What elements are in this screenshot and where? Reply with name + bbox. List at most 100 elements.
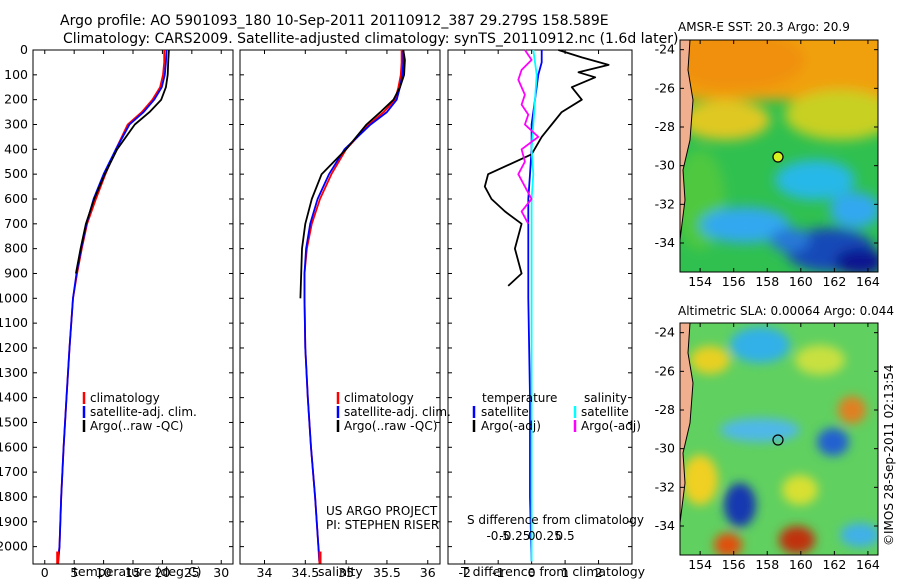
x-tick-label: -2 — [458, 565, 470, 580]
float-marker — [772, 434, 784, 446]
legend-label-s-satellite: satellite — [581, 405, 629, 419]
figure-subtitle: Climatology: CARS2009. Satellite-adjuste… — [63, 31, 678, 47]
lat-tick-label: -26 — [655, 363, 675, 378]
lon-tick-label: 164 — [856, 557, 880, 572]
lon-tick-label: 156 — [722, 274, 746, 289]
depth-tick-label: 1600 — [0, 439, 28, 454]
legend-label-t-satellite: satellite — [481, 405, 529, 419]
sla-map-axes: -24 -26 -28 -30 -32 -34 154 156 158 160 162 164 — [655, 323, 880, 572]
salinity-panel — [239, 49, 441, 565]
temperature-xlabel: temperature (deg C) — [73, 564, 202, 579]
sla-map-title: Altimetric SLA: 0.00064 Argo: 0.044 — [678, 304, 894, 318]
lat-tick-label: -26 — [655, 80, 675, 95]
x-tick-label: -1 — [492, 565, 504, 580]
depth-tick-label: 1400 — [0, 390, 28, 405]
temperature-plot: 0 5 10 15 20 25 30 — [41, 49, 229, 580]
depth-tick-label: 1200 — [0, 340, 28, 355]
depth-tick-label: 300 — [4, 116, 28, 131]
x-tick-label: 5 — [70, 565, 78, 580]
lon-tick-label: 160 — [789, 274, 813, 289]
x-tick-label: 1 — [561, 565, 569, 580]
climatology-end-marker — [56, 551, 60, 564]
x-tick-label: 20 — [154, 565, 170, 580]
depth-tick-label: 700 — [4, 216, 28, 231]
lat-tick-label: -28 — [655, 119, 675, 134]
lat-tick-label: -28 — [655, 402, 675, 417]
x-tick-label: 10 — [96, 565, 112, 580]
legend-label-climatology: climatology — [344, 391, 414, 405]
lat-tick-label: -30 — [655, 158, 675, 173]
x-tick-label: 15 — [125, 565, 141, 580]
x-tick-label: 30 — [213, 565, 229, 580]
lon-tick-label: 156 — [722, 557, 746, 572]
legend-label-satellite: satellite-adj. clim. — [90, 405, 197, 419]
sla-map-frame — [679, 322, 879, 556]
lon-tick-label: 158 — [755, 557, 779, 572]
salinity-legend: climatology satellite-adj. clim. Argo(..… — [336, 391, 451, 433]
lon-tick-label: 162 — [822, 557, 846, 572]
depth-tick-label: 1100 — [0, 315, 28, 330]
lon-tick-label: 164 — [856, 274, 880, 289]
depth-tick-label: 1500 — [0, 414, 28, 429]
lat-tick-label: -24 — [655, 325, 675, 340]
x-tick-label: 25 — [184, 565, 200, 580]
series-line-argo-raw-qc- — [299, 49, 406, 299]
depth-tick-label: 900 — [4, 265, 28, 280]
depth-tick-label: 500 — [4, 166, 28, 181]
x-tick-label: 0 — [528, 565, 536, 580]
s-tick-label: 0.25 — [535, 529, 562, 543]
depth-axis: 0 100 200 300 400 500 600 700 800 900 1000 1100 1200… — [0, 42, 632, 554]
s-difference-label: S difference from climatology — [467, 513, 644, 527]
series-line-salinity-argo-adj- — [517, 49, 540, 225]
legend-header-salinity: salinity — [584, 391, 627, 405]
sst-map-title: AMSR-E SST: 20.3 Argo: 20.9 — [678, 20, 850, 34]
legend-label-argo: Argo(..raw -QC) — [90, 419, 183, 433]
x-tick-label: 35.5 — [373, 565, 401, 580]
difference-plot: -2 -1 0 1 2 — [458, 49, 610, 580]
temperature-panel — [32, 49, 234, 565]
series-line-temperature-argo-adj- — [483, 49, 610, 287]
difference-panel — [447, 49, 633, 565]
x-tick-label: 35 — [338, 565, 354, 580]
figure-title: Argo profile: AO 5901093_180 10-Sep-2011… — [60, 13, 609, 29]
s-tick-label: -0.25 — [499, 529, 530, 543]
salinity-xlabel: salinity — [318, 564, 363, 579]
lat-tick-label: -32 — [655, 196, 675, 211]
depth-tick-label: 800 — [4, 241, 28, 256]
lat-tick-label: -30 — [655, 441, 675, 456]
depth-tick-label: 1900 — [0, 514, 28, 529]
climatology-end-marker — [318, 551, 322, 564]
project-annotation: US ARGO PROJECT — [326, 504, 438, 518]
depth-tick-label: 1300 — [0, 365, 28, 380]
sst-map — [680, 40, 878, 272]
x-tick-label: 36 — [420, 565, 436, 580]
series-line-salinity-satellite — [530, 49, 538, 562]
lat-tick-label: -34 — [655, 235, 675, 250]
t-difference-xlabel: T difference from climatology — [460, 564, 646, 579]
s-tick-label: 0 — [528, 529, 536, 543]
sla-map — [680, 323, 878, 555]
depth-tick-label: 1000 — [0, 290, 28, 305]
x-tick-label: 34 — [257, 565, 273, 580]
depth-tick-label: 0 — [20, 42, 28, 57]
series-line-argo-raw-qc- — [75, 49, 170, 274]
depth-tick-label: 400 — [4, 141, 28, 156]
sst-map-frame — [679, 39, 879, 273]
float-marker — [772, 151, 784, 163]
x-tick-label: 34.5 — [291, 565, 319, 580]
legend-label-t-argo: Argo(-adj) — [481, 419, 541, 433]
depth-tick-label: 200 — [4, 92, 28, 107]
series-line-temperature-satellite — [527, 50, 543, 562]
sst-map-axes: -24 -26 -28 -30 -32 -34 154 156 158 160 162 164 — [655, 40, 880, 289]
depth-tick-label: 2000 — [0, 539, 28, 554]
salinity-plot: 34 34.5 35 35.5 36 — [257, 49, 436, 580]
depth-tick-label: 100 — [4, 67, 28, 82]
lon-tick-label: 158 — [755, 274, 779, 289]
lat-tick-label: -34 — [655, 518, 675, 533]
imos-watermark: ©IMOS 28-Sep-2011 02:13:54 — [882, 364, 896, 546]
x-tick-label: 2 — [595, 565, 603, 580]
lon-tick-label: 154 — [688, 557, 712, 572]
difference-legend: temperature salinity satellite Argo(-adj… — [472, 391, 641, 433]
legend-label-climatology: climatology — [90, 391, 160, 405]
